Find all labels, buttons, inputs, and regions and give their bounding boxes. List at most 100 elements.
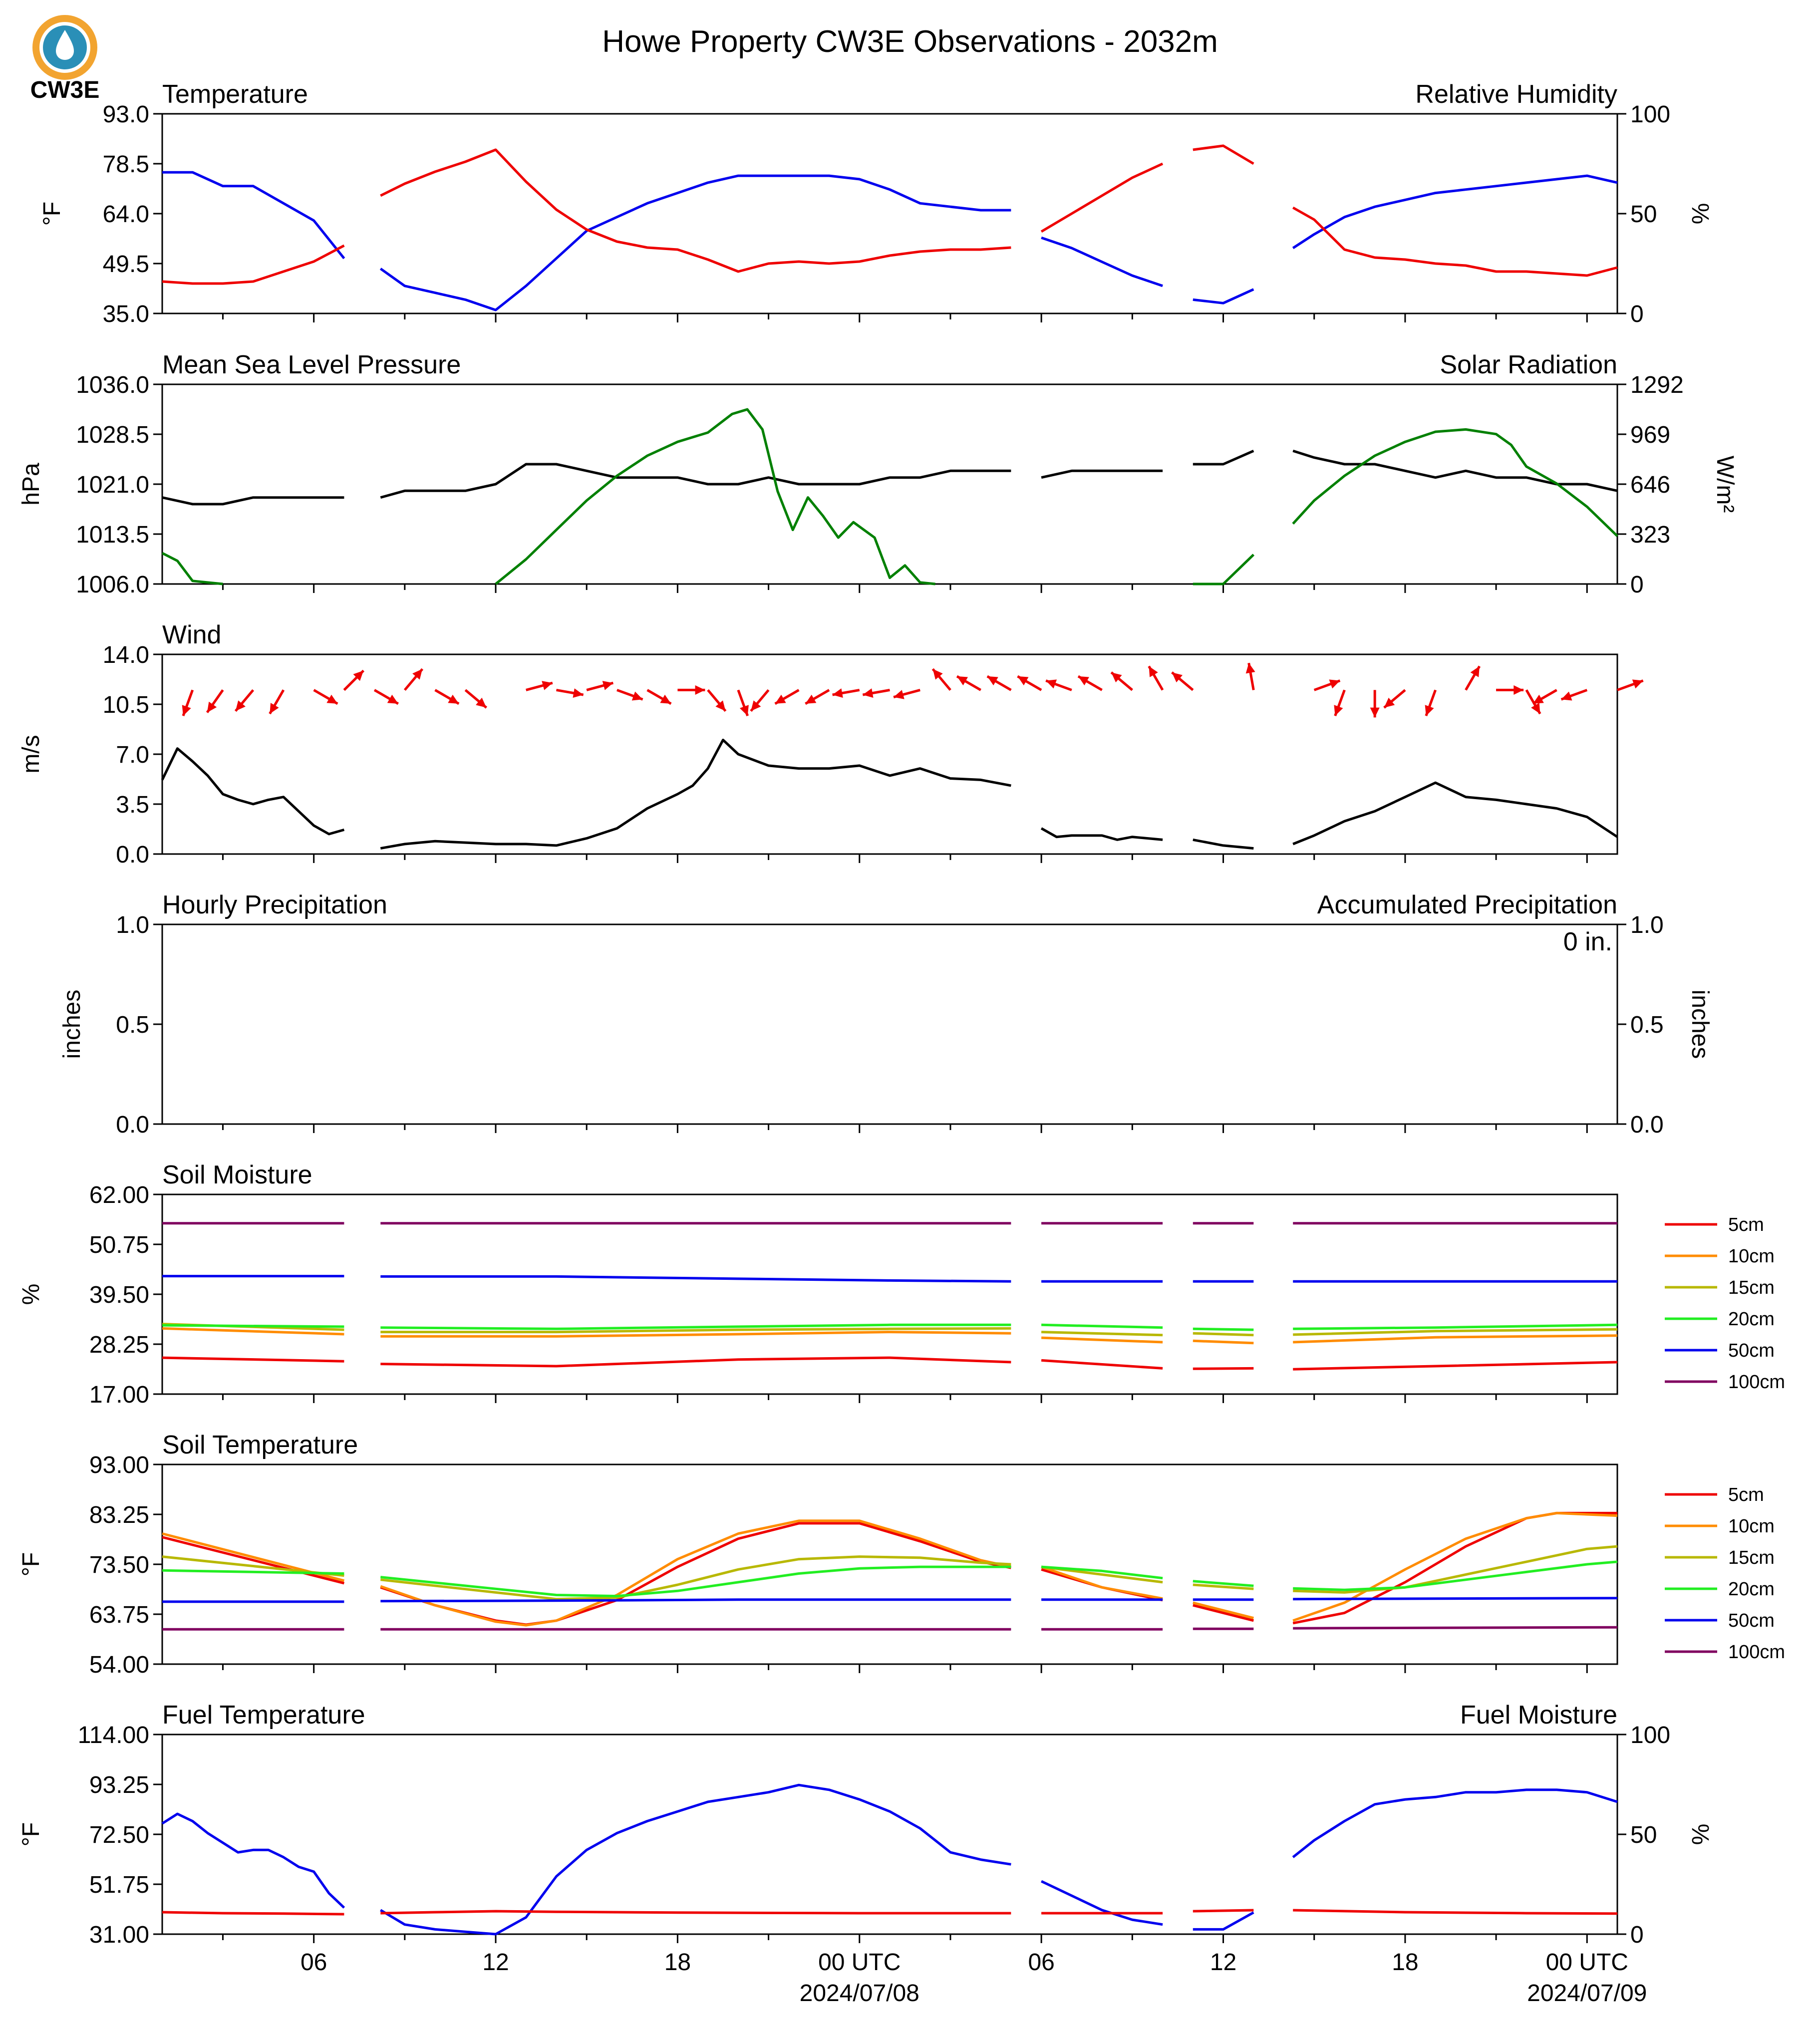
wind-arrow-head bbox=[1470, 666, 1480, 677]
y-tick-label: 31.00 bbox=[89, 1922, 149, 1948]
series-fuel-moisture bbox=[162, 1909, 1618, 1916]
wind-arrow-head bbox=[1329, 679, 1340, 689]
series-50cm bbox=[162, 1597, 1618, 1603]
y2-tick-label: 100 bbox=[1630, 101, 1670, 128]
panel-left-title: Soil Temperature bbox=[162, 1431, 358, 1459]
x-tick-label: 18 bbox=[664, 1949, 691, 1976]
wind-arrow-head bbox=[1384, 697, 1395, 708]
panel-right-title: Relative Humidity bbox=[1415, 80, 1617, 109]
wind-arrow bbox=[1617, 679, 1644, 691]
legend-label: 5cm bbox=[1728, 1214, 1764, 1235]
y-tick-label: 93.0 bbox=[103, 101, 149, 128]
x-tick-label: 18 bbox=[1392, 1949, 1418, 1976]
wind-arrow-head bbox=[1531, 703, 1540, 714]
y-tick-label: 114.00 bbox=[78, 1722, 149, 1748]
y2-tick-label: 0 bbox=[1630, 1922, 1644, 1948]
y-tick-label: 1013.5 bbox=[76, 522, 149, 548]
wind-arrow-head bbox=[476, 697, 487, 708]
wind-arrow bbox=[707, 689, 727, 712]
wind-arrow-head bbox=[1078, 676, 1089, 686]
y2-tick-label: 1.0 bbox=[1630, 912, 1664, 938]
wind-arrow bbox=[526, 681, 553, 691]
wind-arrow-head bbox=[1561, 691, 1572, 701]
legend-label: 15cm bbox=[1728, 1547, 1775, 1568]
wind-arrow bbox=[1532, 689, 1557, 705]
wind-arrow bbox=[206, 689, 224, 713]
series-solar-radiation bbox=[161, 408, 1618, 585]
panel-right-title: Solar Radiation bbox=[1440, 350, 1617, 379]
wind-arrow bbox=[373, 689, 399, 705]
legend-label: 20cm bbox=[1728, 1579, 1775, 1600]
series-10cm bbox=[162, 1327, 1618, 1345]
wind-arrow bbox=[182, 689, 194, 716]
x-tick-label: 12 bbox=[1210, 1949, 1236, 1976]
wind-arrow-head bbox=[573, 688, 584, 698]
y-tick-label: 51.75 bbox=[89, 1872, 149, 1898]
wind-arrow bbox=[464, 689, 488, 709]
y-axis-unit: m/s bbox=[18, 735, 44, 773]
series-10cm bbox=[162, 1511, 1618, 1627]
y-axis-unit: hPa bbox=[18, 463, 44, 506]
wind-arrow bbox=[616, 689, 643, 701]
wind-arrow-head bbox=[775, 694, 786, 704]
wind-arrow bbox=[1560, 689, 1588, 701]
wind-arrow-head bbox=[715, 700, 726, 711]
y2-tick-label: 50 bbox=[1630, 1822, 1657, 1848]
wind-arrow-head bbox=[353, 670, 364, 681]
panel-right-title: Accumulated Precipitation bbox=[1317, 890, 1617, 919]
y-tick-label: 64.0 bbox=[103, 201, 149, 228]
wind-arrow-head bbox=[387, 694, 398, 704]
y-tick-label: 50.75 bbox=[89, 1232, 149, 1258]
y2-axis-unit: inches bbox=[1687, 990, 1713, 1059]
wind-arrow-head bbox=[1370, 707, 1380, 718]
wind-arrow bbox=[556, 688, 584, 698]
logo-text: CW3E bbox=[30, 77, 100, 103]
y-tick-label: 72.50 bbox=[89, 1822, 149, 1848]
y2-tick-label: 0 bbox=[1630, 301, 1644, 327]
y-tick-label: 7.0 bbox=[116, 742, 149, 768]
wind-arrow-head bbox=[894, 690, 905, 699]
y-axis-unit: % bbox=[18, 1284, 44, 1305]
legend-label: 50cm bbox=[1728, 1610, 1775, 1631]
series-msl-pressure bbox=[162, 449, 1618, 506]
wind-arrow bbox=[1045, 679, 1072, 691]
y2-tick-label: 100 bbox=[1630, 1722, 1670, 1748]
wind-arrow bbox=[677, 685, 705, 695]
y-tick-label: 93.25 bbox=[89, 1772, 149, 1798]
y-tick-label: 93.00 bbox=[89, 1452, 149, 1478]
wind-arrow-head bbox=[542, 681, 553, 690]
panel-soil-moisture: Soil Moisture 62.00 50.75 39.50 28.25 17.00% 5… bbox=[18, 1160, 1785, 1408]
wind-arrow-head bbox=[1334, 705, 1343, 716]
series-5cm bbox=[162, 1356, 1618, 1371]
panel-soil-temp: Soil Temperature 93.00 83.25 73.50 63.75 54.0… bbox=[18, 1431, 1785, 1678]
wind-arrow bbox=[1465, 665, 1481, 691]
wind-arrow-head bbox=[270, 703, 279, 714]
wind-arrow-head bbox=[1514, 685, 1524, 695]
figure-title: Howe Property CW3E Observations - 2032m bbox=[602, 24, 1218, 59]
y2-tick-label: 0.0 bbox=[1630, 1112, 1664, 1138]
wind-arrow-head bbox=[1632, 679, 1643, 689]
legend-label: 100cm bbox=[1728, 1642, 1785, 1663]
series-15cm bbox=[162, 1545, 1618, 1601]
wind-arrow bbox=[862, 688, 890, 698]
x-tick-label: 00 UTC bbox=[818, 1949, 901, 1976]
panel-right-title: Fuel Moisture bbox=[1460, 1701, 1617, 1730]
wind-arrow-head bbox=[739, 705, 749, 716]
y-tick-label: 73.50 bbox=[89, 1552, 149, 1578]
wind-arrow bbox=[269, 689, 285, 715]
y2-axis-unit: W/m² bbox=[1712, 456, 1738, 513]
legend-label: 10cm bbox=[1728, 1516, 1775, 1537]
wind-arrow bbox=[1171, 671, 1194, 691]
series-20cm bbox=[162, 1323, 1618, 1331]
panel-left-title: Wind bbox=[162, 620, 221, 649]
legend-label: 50cm bbox=[1728, 1340, 1775, 1361]
y2-tick-label: 1292 bbox=[1630, 372, 1684, 398]
wind-arrow bbox=[1313, 679, 1341, 691]
series-wind-speed bbox=[161, 738, 1618, 850]
x-tick-label: 00 UTC bbox=[1546, 1949, 1628, 1976]
y-axis-unit: °F bbox=[18, 1822, 44, 1847]
series-50cm bbox=[162, 1275, 1617, 1283]
legend-label: 5cm bbox=[1728, 1484, 1764, 1505]
wind-arrow bbox=[403, 668, 424, 691]
y-tick-label: 10.5 bbox=[103, 692, 149, 718]
